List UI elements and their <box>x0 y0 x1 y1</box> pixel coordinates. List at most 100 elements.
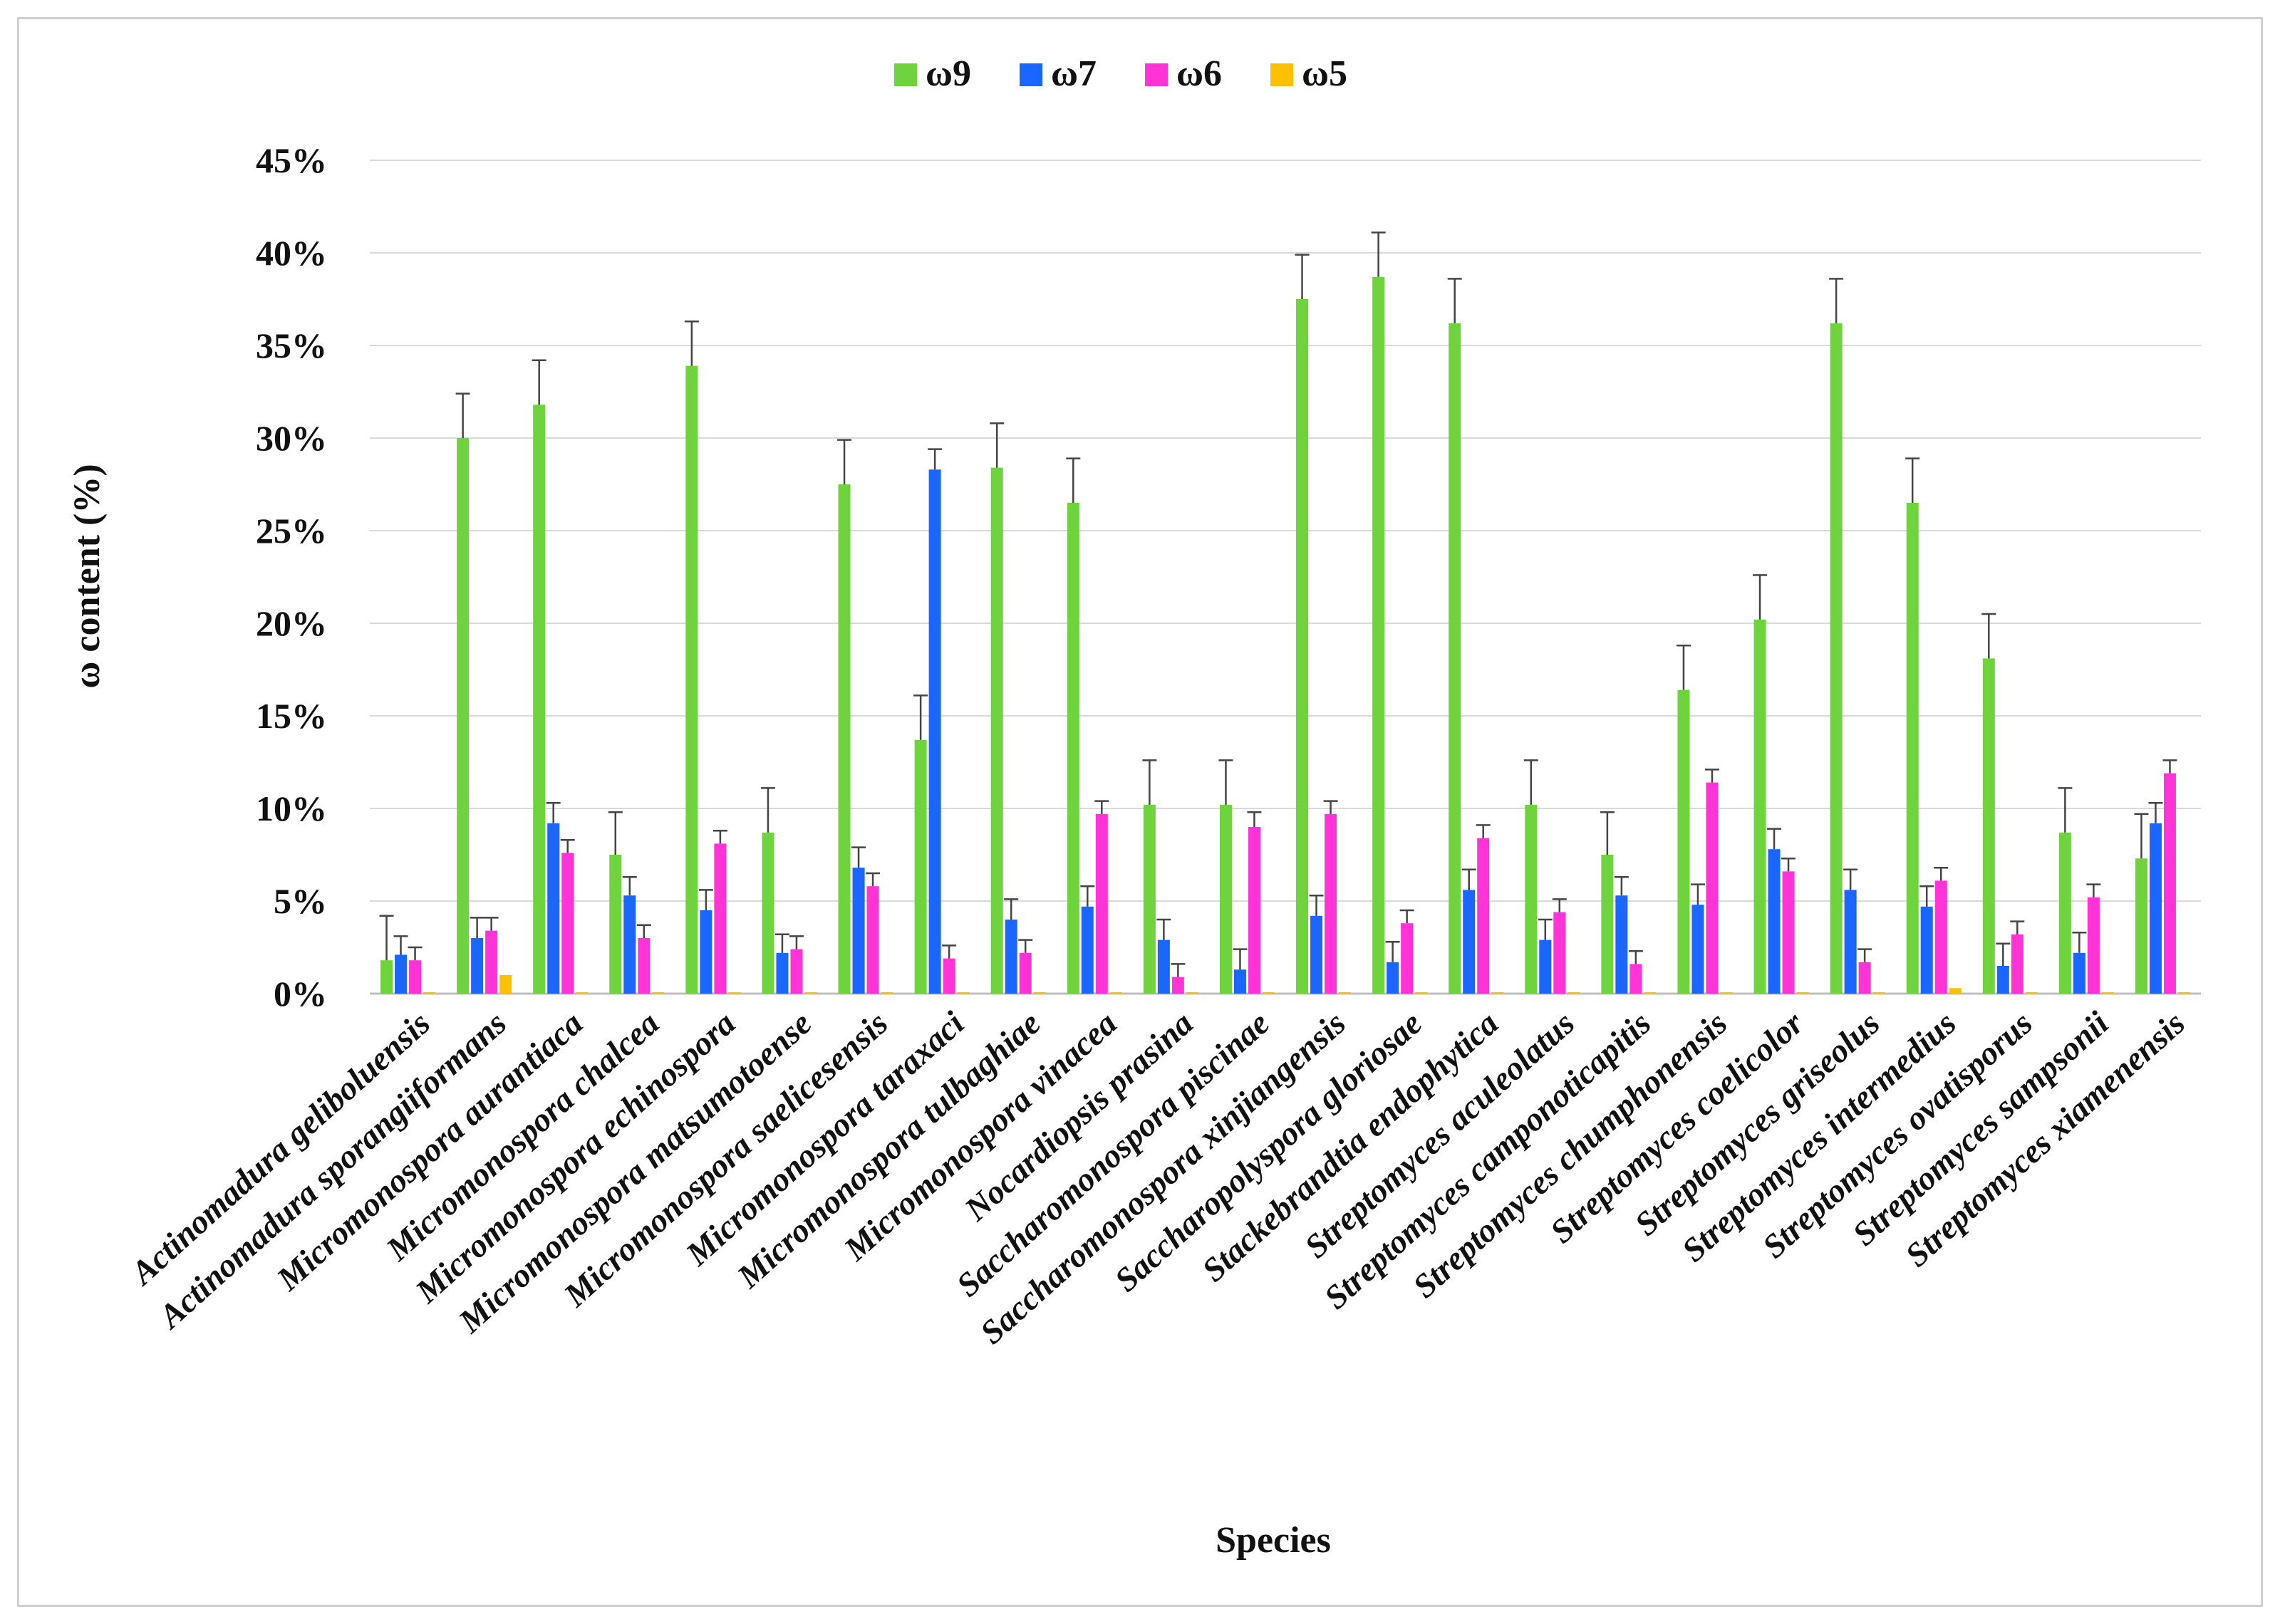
bar-ω9 <box>1677 689 1690 994</box>
bar-ω6 <box>1095 813 1108 994</box>
bar-ω5 <box>804 992 817 994</box>
y-tick-label: 20% <box>256 603 327 643</box>
bar-ω5 <box>2101 992 2114 994</box>
bar-ω6 <box>1477 838 1490 994</box>
bar-ω6 <box>2087 897 2100 994</box>
bar-ω6 <box>943 958 955 994</box>
bar-ω5 <box>1644 992 1657 994</box>
y-tick-label: 15% <box>256 696 327 736</box>
bar-ω6 <box>1782 871 1795 994</box>
bar-ω7 <box>776 952 789 994</box>
bar-ω9 <box>2058 832 2071 994</box>
bar-ω6 <box>1019 952 1032 994</box>
chart-svg: ω9 ω7 ω6 ω5 0% 5% 10% 15% 20% 25% 30% 35% 40% 45% Ac… <box>67 53 2201 1561</box>
bar-ω7 <box>1463 890 1476 994</box>
bar-ω9 <box>1601 855 1614 994</box>
y-tick-label: 10% <box>256 788 327 828</box>
y-tick-label: 40% <box>256 233 327 273</box>
bars <box>380 276 2190 994</box>
bar-ω7 <box>395 954 408 994</box>
bar-ω9 <box>1906 503 1919 994</box>
bar-ω5 <box>1872 992 1885 994</box>
y-axis-ticks: 0% 5% 10% 15% 20% 25% 30% 35% 40% 45% <box>256 140 327 1014</box>
bar-ω7 <box>852 868 865 994</box>
y-axis-title: ω content (%) <box>67 464 108 688</box>
bar-ω7 <box>1539 939 1552 994</box>
bar-ω9 <box>1449 323 1461 994</box>
bar-ω5 <box>499 975 512 994</box>
bar-ω9 <box>533 405 546 994</box>
bar-ω6 <box>866 886 879 994</box>
bar-ω7 <box>1310 915 1323 994</box>
bar-ω7 <box>700 910 712 994</box>
bar-ω6 <box>1629 964 1642 994</box>
bar-ω5 <box>576 992 589 994</box>
bar-ω6 <box>409 960 422 994</box>
bar-ω6 <box>714 843 727 994</box>
bar-ω5 <box>881 992 893 994</box>
bar-ω6 <box>1553 912 1566 994</box>
bar-ω5 <box>1720 992 1733 994</box>
bar-ω7 <box>1768 849 1781 994</box>
bar-ω7 <box>1996 966 2009 994</box>
legend-swatch-ω5 <box>1270 63 1293 86</box>
bar-ω9 <box>1982 658 1995 994</box>
legend-label-ω6: ω6 <box>1176 53 1222 94</box>
chart-frame: ω9 ω7 ω6 ω5 0% 5% 10% 15% 20% 25% 30% 35% 40% 45% Ac… <box>17 17 2263 1607</box>
bar-ω7 <box>1157 939 1170 994</box>
bar-ω6 <box>790 949 803 994</box>
bar-ω9 <box>685 365 698 994</box>
legend-label-ω5: ω5 <box>1302 53 1347 94</box>
bar-ω6 <box>1706 782 1719 994</box>
bar-ω9 <box>990 467 1003 994</box>
bar-ω7 <box>1233 969 1246 994</box>
bar-ω9 <box>1753 619 1766 994</box>
bar-ω6 <box>561 853 574 994</box>
bar-ω5 <box>957 992 970 994</box>
y-tick-label: 30% <box>256 418 327 458</box>
y-tick-label: 0% <box>274 974 327 1014</box>
bar-ω5 <box>2177 992 2190 994</box>
legend-swatch-ω7 <box>1020 63 1042 86</box>
bar-ω9 <box>914 739 927 994</box>
bar-ω9 <box>2135 858 2147 994</box>
bar-ω6 <box>1401 923 1414 994</box>
bar-ω7 <box>2073 952 2085 994</box>
error-bars <box>379 231 2177 977</box>
bar-ω6 <box>638 938 651 994</box>
bar-ω9 <box>1219 804 1232 994</box>
bar-ω9 <box>1143 804 1156 994</box>
bar-ω5 <box>1949 988 1962 994</box>
bar-ω7 <box>928 469 941 994</box>
bar-ω9 <box>762 832 774 994</box>
bar-ω9 <box>1372 276 1385 994</box>
bar-ω9 <box>1296 299 1309 994</box>
bar-ω9 <box>1067 503 1079 994</box>
bar-ω7 <box>471 938 484 994</box>
bar-ω6 <box>485 930 498 994</box>
bar-ω6 <box>1858 962 1871 994</box>
bar-ω5 <box>1033 992 1046 994</box>
bar-ω9 <box>609 855 622 994</box>
bar-ω5 <box>1339 992 1352 994</box>
bar-ω7 <box>1844 890 1857 994</box>
bar-ω5 <box>1568 992 1580 994</box>
bar-ω6 <box>2163 773 2176 994</box>
bar-ω6 <box>1248 827 1260 994</box>
y-tick-label: 25% <box>256 511 327 551</box>
bar-ω7 <box>1691 905 1704 994</box>
bar-ω5 <box>1415 992 1428 994</box>
y-tick-label: 5% <box>274 881 327 921</box>
y-tick-label: 35% <box>256 326 327 365</box>
bar-ω9 <box>1830 323 1843 994</box>
bar-ω7 <box>2149 823 2162 994</box>
bar-ω5 <box>1262 992 1275 994</box>
bar-ω7 <box>1387 962 1399 994</box>
bar-ω5 <box>1491 992 1504 994</box>
bar-ω5 <box>1796 992 1809 994</box>
bar-ω5 <box>1109 992 1122 994</box>
bar-ω7 <box>1920 906 1933 994</box>
bar-ω6 <box>1171 977 1184 994</box>
legend-swatch-ω6 <box>1145 63 1168 86</box>
